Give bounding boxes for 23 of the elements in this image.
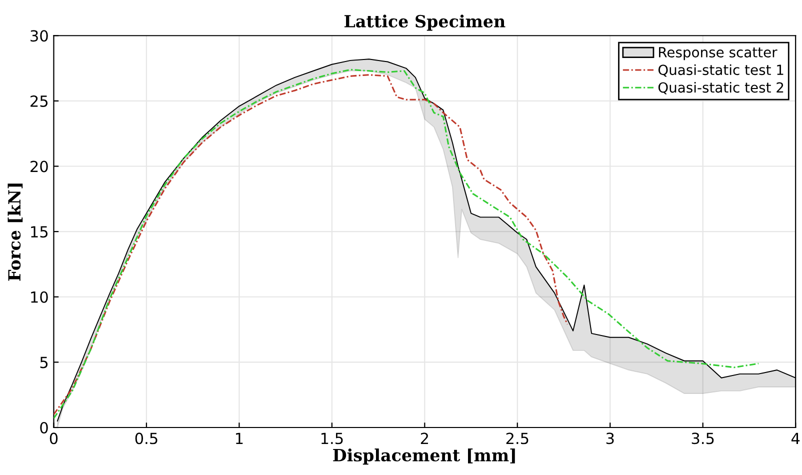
x-tick-label: 0.5 — [135, 432, 158, 444]
x-axis-title: Displacement [mm] — [333, 448, 515, 465]
y-tick-label: 15 — [31, 226, 48, 238]
x-tick-label: 1.5 — [321, 432, 343, 444]
legend-label: Response scatter — [659, 47, 778, 60]
y-axis-title: Force [kN] — [8, 184, 23, 281]
y-tick-label: 25 — [30, 95, 48, 107]
x-tick-label: 3.5 — [692, 432, 714, 444]
x-tick-label: 1 — [236, 432, 243, 444]
x-tick-label: 2 — [420, 432, 428, 444]
chart-title: Lattice Specimen — [344, 14, 506, 31]
x-tick-label: 0 — [50, 432, 58, 444]
y-tick-label: 5 — [40, 356, 48, 368]
x-tick-label: 2.5 — [506, 432, 528, 444]
y-tick-label: 0 — [40, 422, 48, 434]
y-tick-label: 10 — [31, 291, 48, 303]
y-tick-label: 20 — [30, 160, 48, 172]
x-tick-label: 4 — [791, 432, 800, 444]
line-series — [54, 74, 568, 416]
legend-label: Quasi-static test 1 — [658, 64, 784, 77]
y-tick-label: 30 — [30, 30, 48, 42]
legend-label: Quasi-static test 2 — [658, 82, 784, 94]
x-tick-label: 3 — [606, 432, 614, 444]
